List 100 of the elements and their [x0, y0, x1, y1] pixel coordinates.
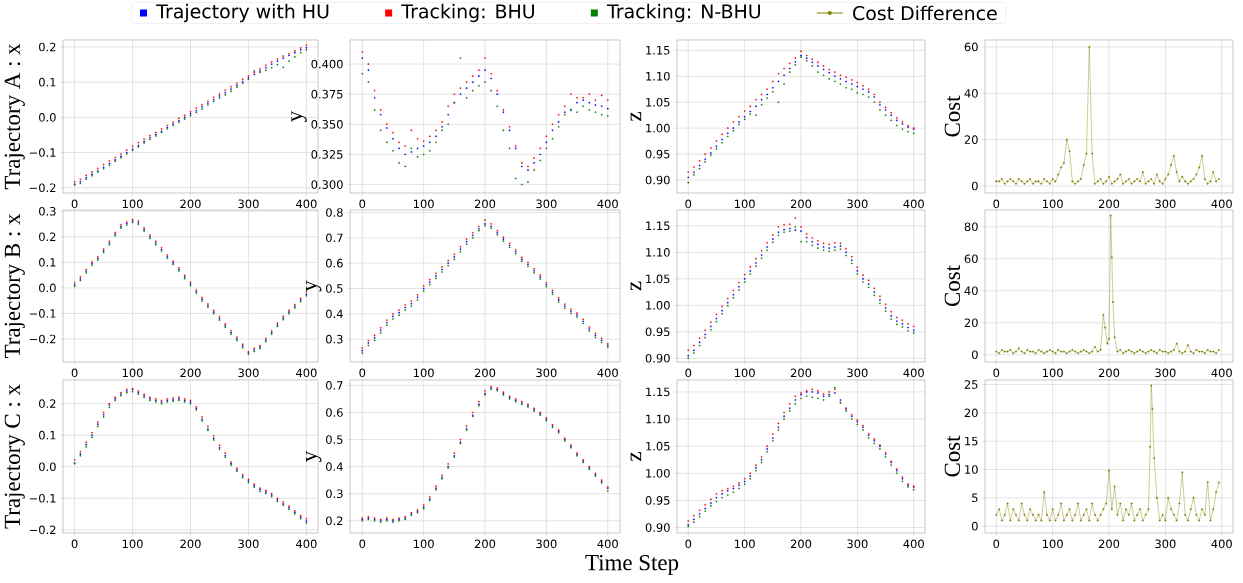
y-tick-label: 20 — [964, 408, 978, 418]
y-tick-label: 0.2 — [39, 232, 56, 242]
legend-label: Trajectory with HU — [156, 3, 329, 23]
x-tick-label: 400 — [1211, 199, 1232, 209]
x-tick-label: 400 — [1211, 368, 1232, 378]
y-tick-label: −0.2 — [29, 334, 56, 344]
y-axis-title: Cost — [944, 265, 961, 307]
x-tick-label: 0 — [359, 539, 366, 549]
x-tick-label: 200 — [1098, 199, 1120, 209]
y-tick-label: 1.00 — [646, 300, 670, 310]
y-tick-label: 40 — [964, 88, 978, 98]
x-tick-label: 400 — [903, 539, 924, 549]
y-tick-label: 60 — [964, 254, 978, 264]
y-tick-label: 0.3 — [326, 489, 343, 499]
y-axis-title: Trajectory B : x — [4, 213, 25, 359]
y-axis-title: Cost — [944, 95, 961, 137]
y-tick-label: 0.5 — [326, 435, 343, 444]
y-tick-label: 1.15 — [646, 221, 670, 231]
x-tick-label: 0 — [993, 539, 1000, 549]
y-tick-label: 0.90 — [645, 353, 670, 363]
x-tick-label: 100 — [1042, 368, 1063, 378]
x-tick-label: 0 — [685, 199, 692, 209]
y-tick-label: 0.7 — [326, 233, 343, 243]
y-tick-label: 0.90 — [645, 175, 670, 185]
x-tick-label: 100 — [413, 368, 434, 378]
y-tick-label: 0.2 — [39, 42, 56, 52]
y-tick-label: 0.95 — [645, 327, 670, 337]
y-tick-label: 20 — [964, 135, 978, 144]
x-tick-label: 100 — [734, 539, 755, 549]
x-tick-label: 100 — [734, 199, 755, 209]
y-tick-label: −0.1 — [29, 309, 56, 318]
y-tick-label: 1.00 — [646, 468, 670, 478]
y-axis-title: y — [305, 280, 322, 292]
x-tick-label: 0 — [993, 368, 1000, 378]
y-tick-label: 0.6 — [326, 408, 343, 417]
y-tick-label: 0.0 — [39, 462, 56, 472]
x-tick-label: 0 — [993, 199, 1000, 209]
x-tick-label: 400 — [597, 539, 618, 549]
y-tick-label: 0.8 — [326, 208, 343, 217]
y-tick-label: −0.2 — [29, 525, 56, 535]
x-tick-label: 300 — [847, 539, 868, 549]
x-tick-label: 0 — [71, 368, 78, 378]
x-tick-label: 0 — [71, 199, 78, 209]
x-tick-label: 200 — [1098, 368, 1120, 378]
y-tick-label: 1.10 — [646, 248, 670, 257]
x-tick-label: 200 — [474, 539, 496, 549]
y-tick-label: 25 — [964, 380, 978, 389]
x-tick-label: 200 — [474, 368, 496, 378]
y-tick-label: 0.0 — [39, 113, 56, 122]
y-axis-title: Trajectory A : x — [4, 43, 25, 190]
y-tick-label: 0.325 — [311, 150, 343, 159]
y-tick-label: 40 — [964, 286, 978, 296]
x-tick-label: 200 — [790, 199, 812, 209]
x-tick-label: 100 — [413, 539, 434, 549]
x-tick-label: 300 — [847, 368, 868, 378]
y-tick-label: 1.00 — [646, 123, 670, 133]
y-tick-label: 10 — [965, 465, 978, 474]
y-tick-label: 0.350 — [311, 119, 343, 129]
x-tick-label: 100 — [1042, 539, 1063, 549]
y-axis-title: z — [630, 112, 642, 121]
x-tick-label: 0 — [685, 368, 692, 378]
x-tick-label: 200 — [474, 199, 496, 209]
y-tick-label: 0.2 — [39, 399, 56, 408]
legend-label: Tracking: N-BHU — [606, 3, 761, 23]
x-tick-label: 200 — [180, 368, 201, 378]
x-tick-label: 300 — [536, 199, 557, 209]
x-tick-label: 0 — [359, 368, 366, 378]
y-tick-label: 0.300 — [311, 180, 343, 189]
y-tick-label: 1.05 — [646, 274, 670, 284]
y-tick-label: 0.3 — [326, 334, 343, 344]
y-tick-label: 0.1 — [39, 258, 56, 267]
x-tick-label: 300 — [1155, 368, 1176, 378]
y-tick-label: 1.10 — [646, 71, 670, 81]
y-axis-title: z — [630, 452, 642, 461]
y-tick-label: 1.15 — [646, 46, 670, 55]
y-tick-label: −0.1 — [29, 148, 56, 157]
x-tick-label: 200 — [180, 539, 201, 549]
x-tick-label: 200 — [790, 368, 812, 378]
y-tick-label: 0 — [971, 181, 978, 191]
x-tick-label: 200 — [180, 199, 201, 209]
y-axis-title: Cost — [944, 435, 961, 477]
y-tick-label: 0.2 — [326, 516, 343, 526]
y-tick-label: 0.90 — [645, 523, 670, 532]
x-tick-label: 300 — [238, 368, 259, 378]
y-tick-label: 1.05 — [646, 441, 670, 451]
x-tick-label: 0 — [685, 539, 692, 549]
y-tick-label: 0.6 — [326, 258, 343, 268]
x-tick-label: 400 — [903, 368, 924, 378]
x-tick-label: 400 — [296, 199, 317, 209]
y-tick-label: −0.2 — [29, 183, 56, 193]
y-axis-title: y — [291, 110, 307, 122]
x-tick-label: 300 — [238, 539, 259, 549]
x-tick-label: 400 — [597, 199, 618, 209]
x-tick-label: 100 — [413, 199, 434, 209]
y-tick-label: 60 — [964, 42, 978, 52]
x-tick-label: 400 — [296, 539, 317, 549]
x-tick-label: 0 — [71, 539, 78, 549]
x-tick-label: 400 — [1211, 539, 1232, 549]
y-tick-label: −0.1 — [29, 493, 56, 503]
y-axis-title: z — [630, 281, 642, 291]
